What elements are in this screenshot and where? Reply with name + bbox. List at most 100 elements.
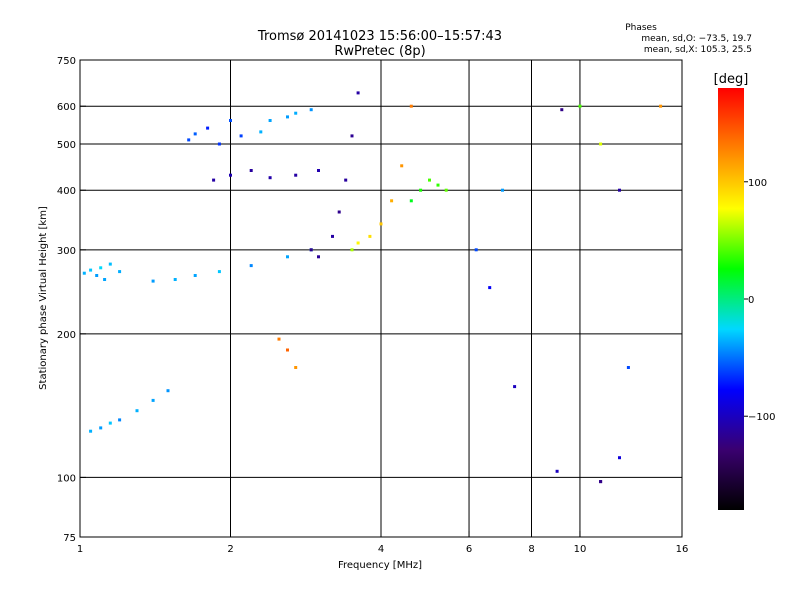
y-axis-label: Stationary phase Virtual Height [km] <box>38 206 49 390</box>
data-point <box>108 421 112 425</box>
data-point <box>409 199 413 203</box>
data-point <box>618 456 621 460</box>
data-point <box>268 119 272 122</box>
data-point <box>599 480 603 484</box>
colorbar-tick-label: 0 <box>748 295 754 306</box>
grid-lines <box>80 60 682 537</box>
data-point <box>286 115 289 119</box>
stats-line-o: mean, sd,O: −73.5, 19.7 <box>641 34 752 44</box>
data-point <box>151 398 155 402</box>
data-point <box>118 418 122 422</box>
data-point <box>356 241 360 245</box>
colorbar-tick-label: 100 <box>748 178 767 189</box>
colorbar-ticks: 100 0 −100 <box>744 178 775 423</box>
x-axis-ticks: 1 2 4 6 8 10 16 <box>77 531 689 555</box>
data-point <box>555 469 559 473</box>
x-tick-label: 1 <box>77 544 83 555</box>
data-point <box>229 119 232 122</box>
data-point <box>560 108 564 112</box>
data-point <box>309 108 313 112</box>
data-point <box>294 366 298 369</box>
data-point <box>99 426 103 430</box>
y-tick-label: 300 <box>57 246 76 257</box>
data-point <box>193 132 197 136</box>
chart-subtitle: RwPretec (8p) <box>334 44 425 59</box>
colorbar-tick-label: −100 <box>748 412 775 423</box>
data-point <box>659 104 663 108</box>
data-point <box>294 173 298 177</box>
data-point <box>599 142 603 146</box>
data-point <box>368 234 372 238</box>
y-tick-label: 200 <box>57 330 76 341</box>
data-point <box>103 278 107 281</box>
data-point <box>578 104 582 108</box>
data-point <box>89 429 93 433</box>
y-tick-label: 400 <box>57 186 76 197</box>
x-tick-label: 16 <box>676 544 689 555</box>
colorbar-label: [deg] <box>714 72 749 87</box>
data-point <box>217 270 221 274</box>
x-axis-label: Frequency [MHz] <box>338 560 422 571</box>
x-tick-label: 8 <box>528 544 534 555</box>
stats-header: Phases <box>625 23 657 33</box>
data-point <box>488 286 492 290</box>
data-point <box>400 164 404 168</box>
data-point <box>309 248 313 252</box>
x-tick-label: 2 <box>227 544 233 555</box>
data-point <box>82 271 86 275</box>
data-point <box>212 178 216 182</box>
data-point <box>337 210 341 214</box>
data-point <box>206 126 210 130</box>
data-point <box>187 138 191 142</box>
data-point <box>390 199 394 203</box>
y-tick-label: 100 <box>57 473 76 484</box>
data-point <box>350 134 354 138</box>
chart-title: Tromsø 20141023 15:56:00–15:57:43 <box>257 29 502 44</box>
data-points <box>82 91 663 484</box>
data-point <box>166 389 170 393</box>
data-point <box>317 169 320 172</box>
data-point <box>618 188 621 192</box>
colorbar <box>718 88 744 510</box>
data-point <box>108 262 112 266</box>
x-tick-label: 6 <box>466 544 472 555</box>
x-tick-label: 10 <box>574 544 587 555</box>
data-point <box>259 130 263 134</box>
data-point <box>249 169 253 172</box>
data-point <box>294 111 298 115</box>
data-point <box>409 104 413 108</box>
data-point <box>151 279 155 283</box>
data-point <box>239 134 243 138</box>
y-tick-label: 75 <box>63 533 76 544</box>
y-axis-ticks: 75 100 200 300 400 500 600 750 <box>57 56 86 544</box>
x-tick-label: 4 <box>378 544 384 555</box>
data-point <box>173 278 177 281</box>
data-point <box>118 270 122 274</box>
data-point <box>428 178 431 182</box>
data-point <box>95 274 99 277</box>
y-tick-label: 600 <box>57 102 76 113</box>
stats-line-x: mean, sd,X: 105.3, 25.5 <box>644 45 752 55</box>
data-point <box>286 348 289 352</box>
data-point <box>229 173 232 177</box>
data-point <box>135 409 139 413</box>
data-point <box>268 176 272 180</box>
data-point <box>193 274 197 277</box>
data-point <box>356 91 360 95</box>
data-point <box>249 264 253 268</box>
data-point <box>277 337 281 341</box>
data-point <box>513 385 517 389</box>
data-point <box>317 255 320 259</box>
data-point <box>99 266 103 270</box>
data-point <box>626 366 630 369</box>
data-point <box>350 248 354 252</box>
data-point <box>436 183 440 187</box>
data-point <box>344 178 348 182</box>
data-point <box>419 188 423 192</box>
data-point <box>286 255 289 259</box>
data-point <box>501 188 504 192</box>
data-point <box>217 142 221 146</box>
data-point <box>89 268 93 272</box>
